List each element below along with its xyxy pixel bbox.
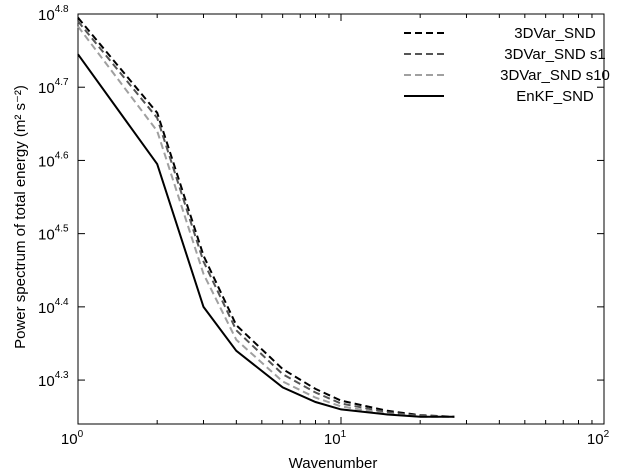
series-line-3 (77, 53, 455, 418)
plot-axes: 100 101 102104.8104.7104.6104.5104.4104.3W… (12, 4, 610, 472)
x-tick-base: 10 (324, 431, 341, 448)
legend-label-3: EnKF_SND (516, 88, 594, 105)
x-tick-base: 10 (587, 431, 604, 448)
y-tick-label: 104.5 (38, 224, 69, 244)
y-tick-base: 10 (38, 373, 55, 390)
y-tick-exp: 4.8 (55, 4, 69, 15)
y-axis-title: Power spectrum of total energy (m² s⁻²) (12, 85, 29, 349)
x-tick-base: 10 (61, 431, 78, 448)
x-tick-label: 100 (61, 429, 84, 448)
y-tick-base: 10 (38, 300, 55, 317)
x-tick-label: 102 (587, 429, 610, 448)
series-line-0 (77, 17, 455, 418)
y-tick-base: 10 (38, 80, 55, 97)
y-tick-base: 10 (38, 227, 55, 244)
y-tick-base: 10 (38, 153, 55, 170)
series-line-1 (77, 20, 455, 418)
y-tick-label: 104.7 (38, 77, 69, 97)
y-tick-base: 10 (38, 7, 55, 24)
y-tick-label: 104.4 (38, 297, 69, 317)
legend-label-0: 3DVar_SND (514, 25, 596, 42)
y-tick-label: 104.6 (38, 150, 69, 170)
x-axis-title: Wavenumber (289, 455, 378, 472)
series-line-2 (77, 25, 455, 418)
series-layer (77, 17, 455, 418)
y-tick-exp: 4.4 (55, 297, 69, 308)
y-tick-exp: 4.3 (55, 370, 69, 381)
legend-label-1: 3DVar_SND s1 (504, 46, 605, 63)
x-tick-exp: 0 (78, 429, 84, 440)
y-tick-exp: 4.5 (55, 224, 69, 235)
y-tick-exp: 4.7 (55, 77, 69, 88)
x-tick-label: 101 (324, 429, 347, 448)
y-tick-label: 104.3 (38, 370, 69, 390)
y-tick-exp: 4.6 (55, 150, 69, 161)
x-tick-exp: 2 (604, 429, 610, 440)
x-tick-exp: 1 (341, 429, 347, 440)
y-tick-label: 104.8 (38, 4, 69, 24)
legend-label-2: 3DVar_SND s10 (500, 67, 610, 84)
legend: 3DVar_SND 3DVar_SND s1 3DVar_SND s10 EnKF_S… (404, 25, 610, 105)
